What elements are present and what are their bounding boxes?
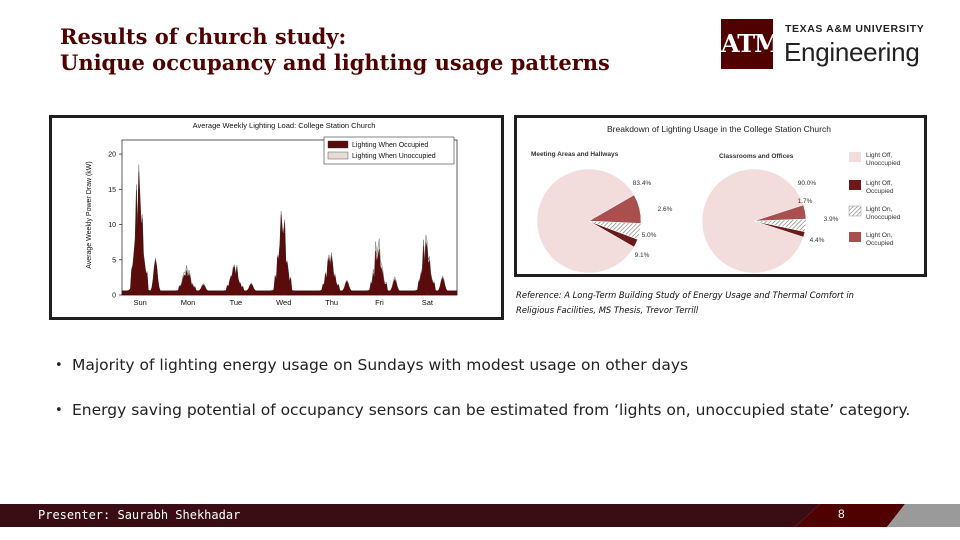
plot-area xyxy=(121,139,458,296)
bullet-text: Energy saving potential of occupancy sen… xyxy=(72,401,911,419)
lighting-breakdown-chart: Breakdown of Lighting Usage in the Colle… xyxy=(531,124,901,274)
footer-band-gray xyxy=(887,504,960,527)
x-tick-label: Mon xyxy=(181,298,196,307)
bullet-list: • Majority of lighting energy usage on S… xyxy=(55,354,915,422)
pie-data-label: 83.4% xyxy=(633,180,652,187)
pie-legend-label: Light Off, Unoccupied xyxy=(866,152,901,167)
weekly-load-chart: 0 5 10 15 20 Sun Mon Tue Wed Thu Fri Sat Average We… xyxy=(86,121,458,307)
bullet-marker: • xyxy=(55,403,63,418)
footer-band-dark xyxy=(0,504,820,527)
pie-legend: Light Off, Unoccupied Light Off, Occupied Li… xyxy=(848,152,901,247)
pie-legend-label: Light On, Unoccupied xyxy=(866,206,901,221)
legend-label: Lighting When Unoccupied xyxy=(352,153,436,160)
pie-legend-swatch xyxy=(849,232,861,242)
pie-legend-label: Light On, Occupied xyxy=(866,232,894,247)
legend-swatch xyxy=(327,151,349,160)
y-tick-label: 5 xyxy=(112,257,116,264)
y-tick-label: 0 xyxy=(112,293,116,300)
pie-data-label: 5.0% xyxy=(642,232,657,239)
pie-chart-title: Breakdown of Lighting Usage in the Colle… xyxy=(607,124,831,134)
reference-citation: Reference: A Long-Term Building Study of… xyxy=(516,288,926,318)
pie-slice-2-1 xyxy=(701,168,804,274)
pie-slice-1-4 xyxy=(588,194,642,224)
logo-unit-name: Engineering xyxy=(784,37,920,67)
university-logo: ATM TEXAS A&M UNIVERSITY Engineering xyxy=(721,19,925,71)
pie-slice-2-4 xyxy=(753,204,807,222)
slide-title-line-2: Unique occupancy and lighting usage patt… xyxy=(60,50,610,75)
footer-band-maroon xyxy=(795,504,905,527)
legend-swatch xyxy=(327,140,349,149)
area-occupied-sat xyxy=(408,242,458,296)
pie-data-label: 9.1% xyxy=(635,252,650,259)
page-number: 8 xyxy=(838,507,845,521)
pie-data-label: 1.7% xyxy=(798,198,813,205)
area-occupied-wed xyxy=(265,214,314,296)
pie-title: Meeting Areas and Hallways xyxy=(531,151,619,158)
weekly-load-chart-frame: 0 5 10 15 20 Sun Mon Tue Wed Thu Fri Sat Average We… xyxy=(49,115,504,320)
reference-line-1: Reference: A Long-Term Building Study of… xyxy=(516,290,854,300)
pie-chart-frame: Breakdown of Lighting Usage in the Colle… xyxy=(514,115,927,277)
legend-label: Lighting When Occupied xyxy=(352,142,428,149)
reference-line-2: Religious Facilities, MS Thesis, Trevor … xyxy=(516,305,699,315)
area-occupied-thu xyxy=(313,256,362,296)
x-tick-label: Fri xyxy=(375,298,384,307)
y-axis-label: Average Weekly Power Draw (kW) xyxy=(86,161,93,269)
y-tick-label: 10 xyxy=(108,222,116,229)
pie-legend-swatch xyxy=(848,205,862,217)
bullet-marker: • xyxy=(55,358,63,373)
bullet-item: • Majority of lighting energy usage on S… xyxy=(55,354,915,377)
pie-legend-swatch xyxy=(849,152,861,162)
presenter-name: Presenter: Saurabh Shekhadar xyxy=(38,508,241,522)
x-tick-label: Sun xyxy=(134,298,147,307)
x-tick-label: Tue xyxy=(230,298,243,307)
x-tick-label: Wed xyxy=(276,298,291,307)
y-tick-label: 20 xyxy=(108,152,116,159)
chart-title: Average Weekly Lighting Load: College St… xyxy=(193,121,376,130)
pie-data-label: 2.6% xyxy=(658,206,673,213)
footer-bar: Presenter: Saurabh Shekhadar 8 xyxy=(0,504,960,527)
pie-legend-label: Light Off, Occupied xyxy=(866,180,894,195)
x-tick-label: Thu xyxy=(325,298,338,307)
pie-data-label: 3.9% xyxy=(824,216,839,223)
pie-title: Classrooms and Offices xyxy=(719,153,794,160)
chart-legend: Lighting When Occupied Lighting When Unoc… xyxy=(323,136,455,165)
y-tick-label: 15 xyxy=(108,187,116,194)
area-occupied-fri xyxy=(361,249,410,296)
area-occupied-mon xyxy=(169,270,218,296)
atm-monogram-icon: ATM xyxy=(721,19,781,69)
logo-university-name: TEXAS A&M UNIVERSITY xyxy=(785,23,925,35)
slide-title-line-1: Results of church study: xyxy=(60,24,347,49)
slide-title: Results of church study: Unique occupanc… xyxy=(60,24,660,76)
x-tick-label: Sat xyxy=(422,298,434,307)
area-occupied-tue xyxy=(217,266,266,296)
bullet-item: • Energy saving potential of occupancy s… xyxy=(55,399,915,422)
pie-slice-1-1 xyxy=(536,168,635,274)
pie-data-label: 90.0% xyxy=(798,180,817,187)
area-occupied-sun xyxy=(121,171,171,296)
bullet-text: Majority of lighting energy usage on Sun… xyxy=(72,356,689,374)
pie-data-label: 4.4% xyxy=(810,237,825,244)
pie-legend-swatch xyxy=(849,180,861,190)
